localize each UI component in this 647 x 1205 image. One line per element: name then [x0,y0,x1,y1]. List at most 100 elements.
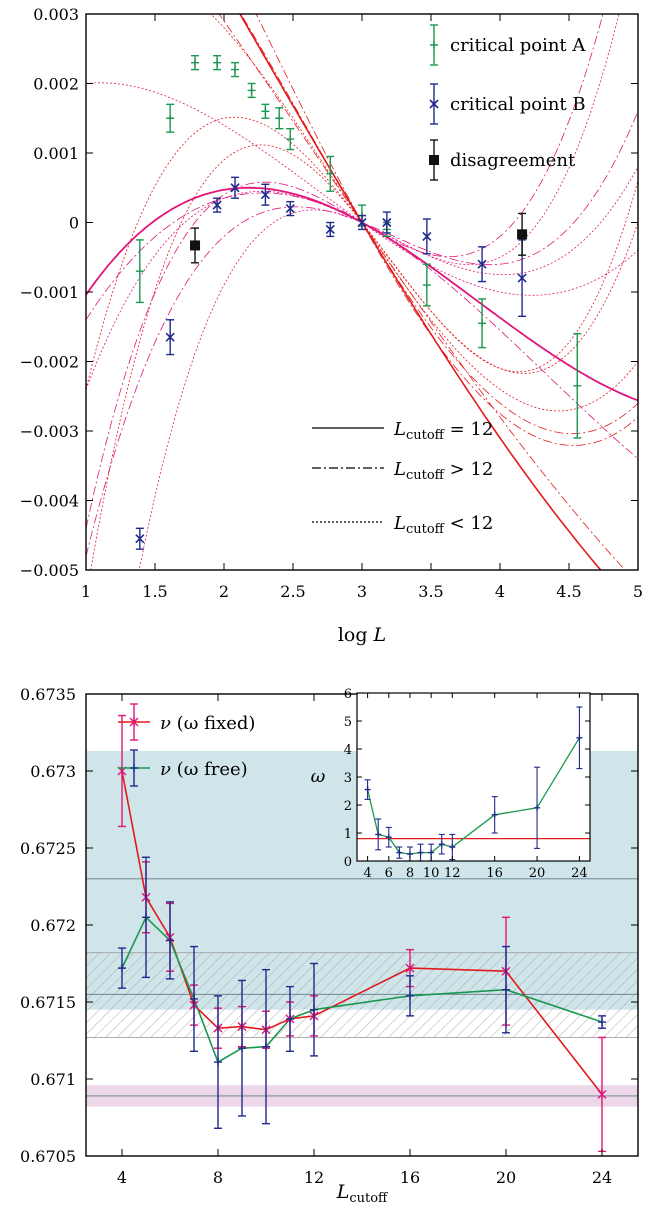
inset-x-tick-label: 10 [423,866,440,881]
inset-y-tick-label: 0 [344,855,352,870]
bottom-y-tick-label: 0.6735 [20,685,76,704]
inset-point [364,786,371,793]
bottom-point [238,1044,246,1053]
legend-marker-a [430,41,438,49]
line-style-label: Lcutoff = 12 [393,419,493,443]
top-y-tick-label: 0.003 [33,5,79,24]
top-point-a [213,58,222,67]
series-line-1 [121,915,603,1064]
inset-x-tick-label: 4 [363,866,371,881]
top-point-b [230,183,240,193]
bottom-y-tick-label: 0.671 [30,1070,76,1089]
bottom-x-tick-label: 20 [496,1168,516,1187]
bottom-point [598,1018,606,1027]
bottom-x-tick-label: 12 [304,1168,324,1187]
bottom-point [118,964,126,973]
inset-point [375,831,382,838]
series-line-0 [121,770,603,1095]
top-x-tick-label: 4.5 [556,582,581,601]
bottom-legend: ν (ω fixed) ν (ω free) [118,703,255,787]
top-x-tick-label: 3 [357,582,367,601]
line-style-label: Lcutoff > 12 [393,459,493,483]
bottom-x-tick-label: 16 [400,1168,420,1187]
inset-point [396,849,403,856]
legend-marker-b [429,99,439,109]
fit-curve-a [86,116,638,390]
top-x-tick-label: 2.5 [280,582,305,601]
top-y-tick-label: −0.005 [20,561,79,580]
top-point-disagreement [190,240,201,251]
top-point-a [261,107,270,116]
bottom-point [310,1005,318,1014]
line-style-label-sym: L [393,459,406,480]
inset-y-axis-label: ω [311,766,326,787]
bottom-y-tick-label: 0.672 [30,916,76,935]
top-x-axis-label-text: log [338,624,368,646]
fit-curve-b [86,192,638,460]
bottom-point [286,1014,294,1023]
inset-x-tick-label: 8 [406,866,414,881]
inset-point [534,804,541,811]
inset-y-tick-label: 4 [344,743,352,758]
top-point-b [422,231,432,241]
fit-curve-a [240,14,638,435]
bottom-point [214,1058,222,1067]
top-point-disagreement [517,229,528,240]
top-point-b [517,273,527,283]
top-point-a [166,114,175,123]
chart-top: 1 1.5 2 2.5 3 3.5 4 4.5 5 0.003 0.002 0.001 0 −0.001 −… [20,5,643,646]
bottom-y-tick-label: 0.6705 [20,1147,76,1166]
inset-point [385,834,392,841]
bottom-x-tick-label: 4 [117,1168,127,1187]
bottom-point [142,913,150,922]
top-y-tick-label: 0.001 [33,144,79,163]
top-y-tick-label: −0.004 [20,492,79,511]
top-point-b [285,204,295,214]
inset-point [428,849,435,856]
legend-marker [129,717,139,727]
top-x-tick-label: 5 [633,582,643,601]
bottom-point [502,985,510,994]
fit-curve-b [86,111,638,557]
top-point-a [573,381,582,390]
line-style-label-sub: cutoff [406,468,446,483]
bottom-point [262,1042,270,1051]
top-point-b [212,200,222,210]
top-point-a [478,319,487,328]
inset-x-tick-label: 20 [529,866,546,881]
bottom-y-tick-label: 0.6715 [20,993,76,1012]
top-point-b [260,190,270,200]
fit-curve-a [218,14,626,570]
line-style-label-sym: L [393,513,406,534]
line-style-label-rest: = 12 [444,419,493,440]
inset-y-tick-label: 1 [344,827,352,842]
legend-label: critical point B [450,94,586,115]
inset-x-tick-label: 12 [444,866,461,881]
top-point-a [191,58,200,67]
bottom-point [405,963,415,973]
legend-label: ν (ω fixed) [160,713,255,734]
legend-label: ν (ω free) [160,759,248,780]
bottom-point [597,1089,607,1099]
inset-y-tick-label: 2 [344,799,352,814]
top-x-tick-label: 1 [81,582,91,601]
top-point-a [326,169,335,178]
inset-point [449,844,456,850]
inset-point [417,849,424,856]
top-point-a [286,135,295,144]
top-x-tick-label: 1.5 [142,582,167,601]
top-line-style-legend: Lcutoff = 12 Lcutoff > 12 Lcutoff < 12 [312,419,493,537]
inset-point [576,734,583,741]
inset-y-tick-label: 5 [344,715,352,730]
fit-main-a [239,14,602,570]
fit-curve-b [86,82,638,296]
line-style-label: Lcutoff < 12 [393,513,493,537]
top-y-tick-label: −0.002 [20,353,79,372]
bottom-x-axis-label: Lcutoff [336,1181,389,1205]
top-y-tick-label: −0.003 [20,422,79,441]
fit-curve-b [86,14,604,529]
top-point-b [325,224,335,235]
legend-label-rest: (ω fixed) [171,713,256,734]
